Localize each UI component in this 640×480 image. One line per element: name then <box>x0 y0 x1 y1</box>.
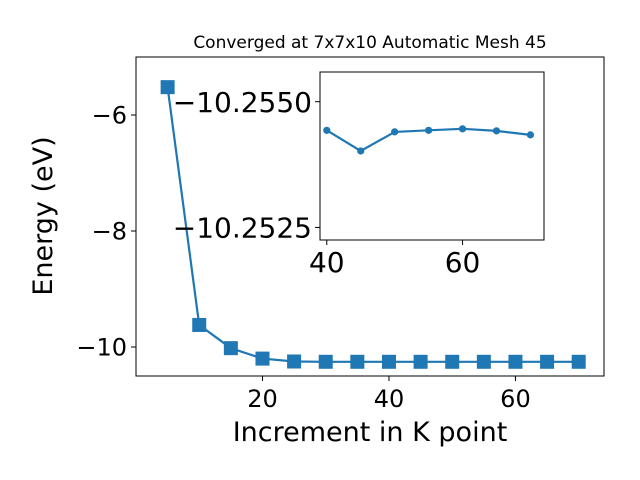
y-axis-label: Energy (eV) <box>28 136 59 295</box>
inset-x-tick-label: 60 <box>445 246 481 279</box>
inset-plot: 40 60 −10.2550 −10.2525 <box>173 71 545 279</box>
main-data-point <box>476 354 491 369</box>
main-data-point <box>255 351 270 366</box>
main-data-point <box>287 354 302 369</box>
inset-y-tick-label: −10.2550 <box>173 86 312 119</box>
inset-frame <box>319 71 545 241</box>
inset-data-point <box>458 125 467 133</box>
main-data-point <box>571 354 586 369</box>
inset-data-point <box>357 147 365 155</box>
main-y-tick-label: −8 <box>92 218 127 246</box>
inset-data-point <box>526 131 535 139</box>
chart-title: Converged at 7x7x10 Automatic Mesh 45 <box>193 33 546 53</box>
main-data-point <box>192 317 207 332</box>
inset-data-point <box>323 126 331 134</box>
main-x-tick-label: 60 <box>500 385 531 413</box>
main-data-point <box>413 354 428 369</box>
main-x-tick-label: 40 <box>374 385 405 413</box>
main-y-tick-label: −10 <box>76 334 127 362</box>
main-data-point <box>318 354 333 369</box>
inset-x-tick-label: 40 <box>309 246 345 279</box>
inset-data-point <box>391 128 399 136</box>
main-data-point <box>160 80 175 95</box>
x-axis-label: Increment in K point <box>233 417 508 448</box>
inset-y-tick-label: −10.2525 <box>173 212 312 245</box>
main-data-point <box>540 354 555 369</box>
main-data-point <box>381 354 396 369</box>
main-y-tick-label: −6 <box>92 102 127 130</box>
inset-data-point <box>492 127 501 135</box>
main-x-tick-label: 20 <box>247 385 278 413</box>
main-data-point <box>508 354 523 369</box>
main-data-point <box>350 354 365 369</box>
main-data-point <box>223 341 238 356</box>
inset-data-point <box>425 126 433 134</box>
main-data-point <box>445 354 460 369</box>
